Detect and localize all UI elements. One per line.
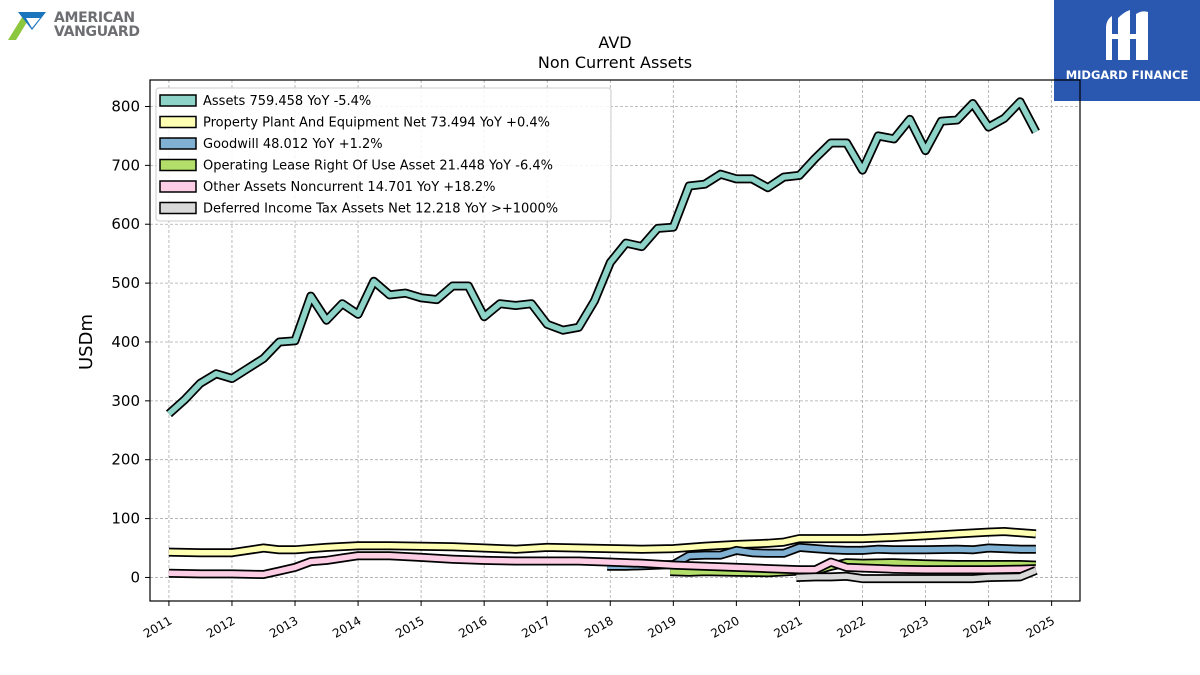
legend-box <box>155 87 612 222</box>
x-tick-label: 2020 <box>708 613 741 640</box>
series-line-other-assets-noncurrent <box>168 552 1037 578</box>
y-tick-label: 600 <box>111 215 140 233</box>
series-line-assets <box>167 99 1039 416</box>
x-tick-label: 2023 <box>898 613 931 640</box>
x-tick-label: 2012 <box>204 613 237 640</box>
y-tick-label: 500 <box>111 274 140 292</box>
american-vanguard-logo: AMERICAN VANGUARD <box>6 8 166 44</box>
logo-text-line1: AMERICAN <box>54 10 135 26</box>
x-tick-label: 2013 <box>267 613 300 640</box>
y-tick-label: 100 <box>111 510 140 528</box>
x-tick-label: 2021 <box>771 613 804 640</box>
chart-title: AVD <box>598 33 631 52</box>
legend-label: Property Plant And Equipment Net 73.494 … <box>203 116 550 131</box>
x-tick-label: 2011 <box>141 613 174 640</box>
midgard-emblem-icon <box>1106 10 1148 61</box>
legend-label: Assets 759.458 YoY -5.4% <box>203 94 371 109</box>
legend-swatch <box>159 201 197 215</box>
midgard-finance-text: MIDGARD FINANCE <box>1065 68 1189 82</box>
legend-label: Deferred Income Tax Assets Net 12.218 Yo… <box>203 202 558 217</box>
midgard-finance-logo: MIDGARD FINANCE <box>1054 0 1200 101</box>
series-layer <box>165 97 1040 584</box>
legend: Assets 759.458 YoY -5.4% Property Plant A… <box>155 87 612 222</box>
plot-frame <box>149 79 1081 602</box>
x-tick-label: 2015 <box>393 613 426 640</box>
x-axis: 2011 2012 2013 2014 2015 2016 2017 2018 2019 2020… <box>141 601 1057 641</box>
x-tick-label: 2024 <box>961 613 994 640</box>
x-tick-label: 2022 <box>835 613 868 640</box>
chart-subtitle: Non Current Assets <box>538 53 692 72</box>
y-tick-label: 400 <box>111 333 140 351</box>
y-tick-label: 0 <box>130 568 140 586</box>
x-tick-label: 2019 <box>645 613 678 640</box>
y-tick-label: 700 <box>111 156 140 174</box>
legend-label: Operating Lease Right Of Use Asset 21.44… <box>203 159 553 174</box>
x-tick-label: 2017 <box>519 613 552 640</box>
y-tick-label: 300 <box>111 392 140 410</box>
logo-text-line2: VANGUARD <box>54 24 140 40</box>
legend-swatch <box>159 158 197 172</box>
y-tick-label: 800 <box>111 97 140 115</box>
x-tick-label: 2014 <box>330 613 363 640</box>
legend-swatch <box>159 94 197 107</box>
series-line-property-plant-and-equipment-net <box>168 528 1037 556</box>
y-axis-label: USDm <box>76 314 97 370</box>
legend-swatch <box>159 180 197 193</box>
y-axis: 0 100 200 300 400 500 600 700 800 <box>111 97 150 586</box>
x-tick-label: 2018 <box>582 613 615 640</box>
series-line-deferred-income-tax-assets-net <box>796 567 1037 582</box>
x-tick-label: 2016 <box>456 613 489 640</box>
american-vanguard-emblem-icon <box>8 12 46 40</box>
legend-swatch <box>159 115 197 129</box>
legend-label: Goodwill 48.012 YoY +1.2% <box>203 137 383 152</box>
legend-swatch <box>159 137 197 150</box>
x-tick-label: 2025 <box>1024 613 1057 640</box>
legend-label: Other Assets Noncurrent 14.701 YoY +18.2… <box>203 180 495 195</box>
y-tick-label: 200 <box>111 451 140 469</box>
